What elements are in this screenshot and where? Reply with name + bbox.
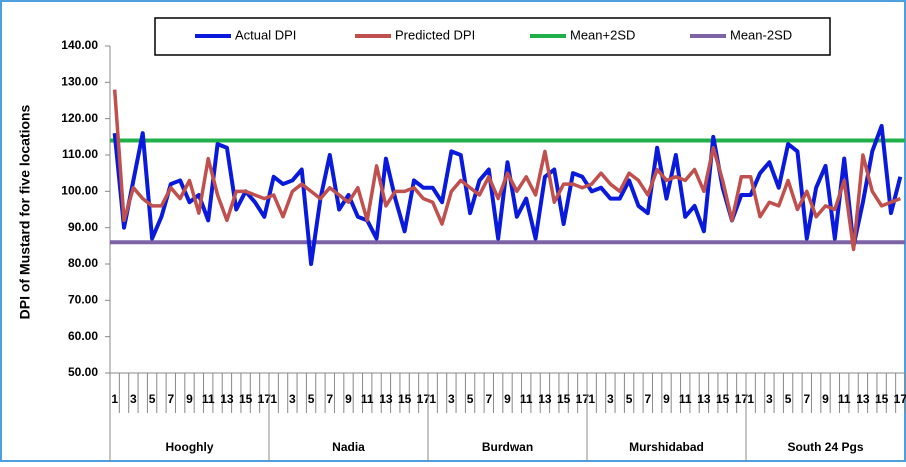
x-tick-label: 11 [361, 392, 374, 406]
x-tick-label: 5 [626, 392, 633, 406]
x-tick-label: 9 [822, 392, 829, 406]
group-label: Burdwan [482, 440, 533, 454]
x-tick-label: 7 [167, 392, 174, 406]
x-tick-label: 3 [289, 392, 296, 406]
x-tick-label: 3 [607, 392, 614, 406]
y-tick-label: 130.00 [61, 75, 98, 89]
y-tick-label: 110.00 [62, 147, 98, 161]
x-tick-label: 11 [679, 392, 692, 406]
y-axis-title: DPI of Mustard for five locations [17, 104, 33, 319]
x-tick-label: 11 [202, 392, 215, 406]
x-tick-label: 7 [326, 392, 333, 406]
x-tick-label: 15 [239, 392, 253, 406]
y-tick-label: 60.00 [68, 329, 98, 343]
x-tick-label: 1 [111, 392, 118, 406]
x-tick-label: 15 [398, 392, 412, 406]
x-tick-label: 17 [576, 392, 590, 406]
x-tick-label: 17 [894, 392, 906, 406]
x-tick-label: 9 [345, 392, 352, 406]
x-tick-label: 3 [448, 392, 455, 406]
x-tick-label: 1 [588, 392, 595, 406]
x-tick-label: 13 [538, 392, 552, 406]
legend-label: Mean+2SD [570, 27, 635, 42]
x-tick-label: 7 [644, 392, 651, 406]
x-tick-label: 15 [875, 392, 889, 406]
group-label: South 24 Pgs [787, 440, 863, 454]
x-tick-label: 9 [504, 392, 511, 406]
x-tick-label: 15 [557, 392, 571, 406]
x-tick-label: 5 [785, 392, 792, 406]
x-tick-label: 13 [220, 392, 234, 406]
x-tick-label: 13 [379, 392, 393, 406]
y-tick-label: 80.00 [68, 256, 98, 270]
x-tick-label: 7 [803, 392, 810, 406]
y-tick-label: 70.00 [68, 293, 98, 307]
x-tick-label: 11 [838, 392, 851, 406]
group-label: Nadia [332, 440, 365, 454]
x-tick-label: 13 [697, 392, 711, 406]
x-tick-label: 3 [766, 392, 773, 406]
x-tick-label: 9 [663, 392, 670, 406]
x-tick-label: 17 [735, 392, 749, 406]
y-tick-label: 50.00 [68, 365, 98, 379]
x-tick-label: 13 [856, 392, 870, 406]
group-label: Hooghly [166, 440, 214, 454]
legend-label: Mean-2SD [730, 27, 792, 42]
x-tick-label: 17 [258, 392, 272, 406]
x-tick-label: 1 [270, 392, 277, 406]
x-tick-label: 17 [417, 392, 431, 406]
y-tick-label: 100.00 [61, 184, 98, 198]
legend-label: Actual DPI [235, 27, 296, 42]
x-tick-label: 5 [467, 392, 474, 406]
x-tick-label: 5 [308, 392, 315, 406]
x-tick-label: 1 [747, 392, 754, 406]
x-tick-label: 5 [149, 392, 156, 406]
x-tick-label: 9 [186, 392, 193, 406]
x-tick-label: 11 [520, 392, 533, 406]
x-tick-label: 15 [716, 392, 730, 406]
group-label: Murshidabad [629, 440, 704, 454]
x-tick-label: 1 [429, 392, 436, 406]
x-tick-label: 7 [485, 392, 492, 406]
y-tick-label: 120.00 [61, 111, 98, 125]
legend-label: Predicted DPI [395, 27, 475, 42]
data-line [112, 89, 901, 252]
y-tick-label: 140.00 [61, 38, 98, 52]
y-tick-label: 90.00 [68, 220, 98, 234]
x-tick-label: 3 [130, 392, 137, 406]
